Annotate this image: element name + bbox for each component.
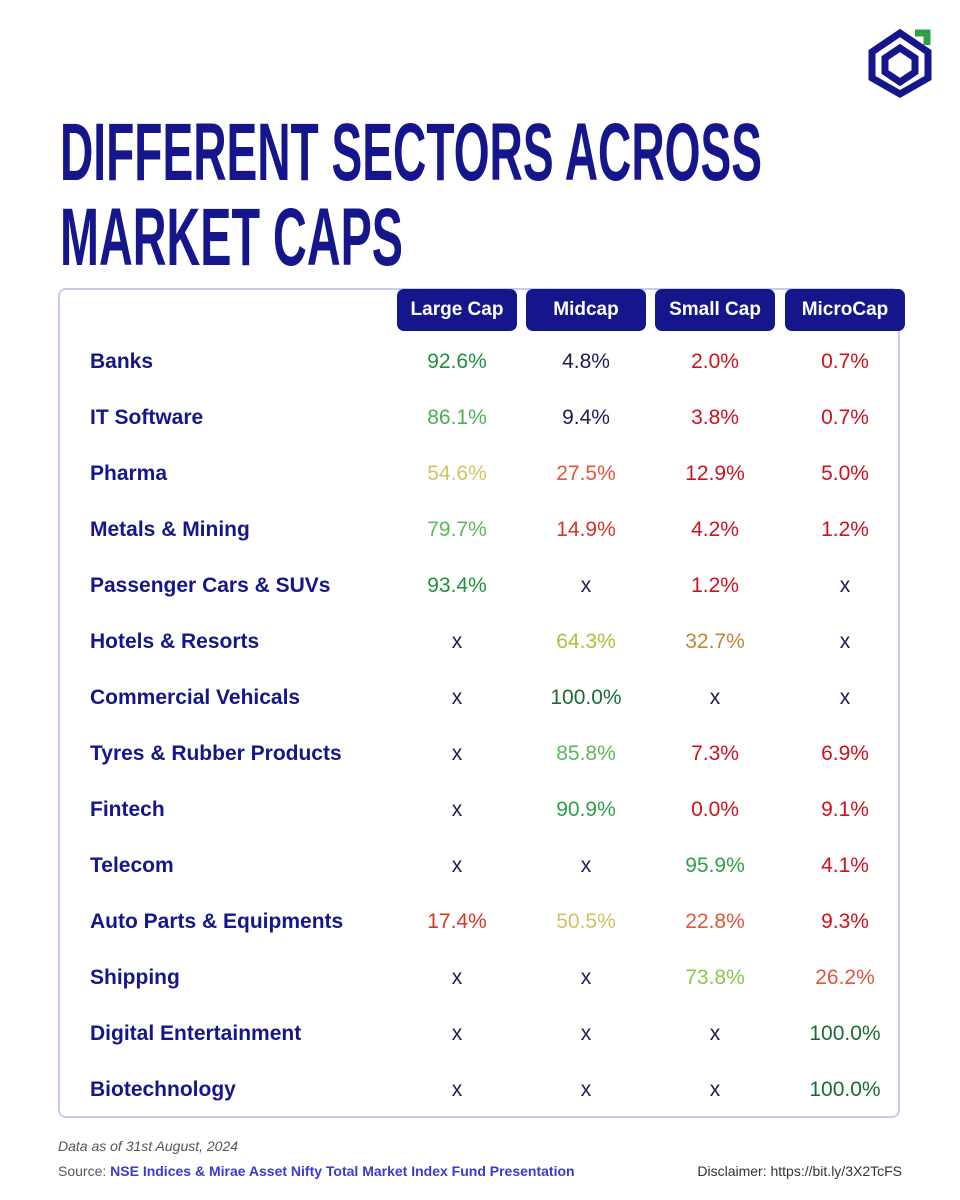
cell: 9.4% [562, 406, 610, 429]
row-label: Hotels & Resorts [90, 630, 260, 653]
cell: 90.9% [556, 798, 616, 821]
cell: 64.3% [556, 630, 616, 653]
cell: 85.8% [556, 742, 616, 765]
cell: x [451, 854, 463, 877]
row-label: Passenger Cars & SUVs [90, 574, 331, 597]
cell: 86.1% [427, 406, 487, 429]
column-header: Large Cap [397, 289, 517, 331]
cell: 0.0% [691, 798, 739, 821]
cell: 12.9% [685, 462, 745, 485]
row-label: Digital Entertainment [90, 1022, 302, 1045]
cell: 26.2% [815, 966, 875, 989]
cell: x [839, 574, 851, 597]
cell: 14.9% [556, 518, 616, 541]
cell: x [580, 854, 592, 877]
cell: x [580, 1022, 592, 1045]
cell: 95.9% [685, 854, 745, 877]
cell: 0.7% [821, 406, 869, 429]
cell: x [709, 1078, 721, 1101]
cell: 79.7% [427, 518, 487, 541]
row-label: Shipping [90, 966, 180, 989]
cell: x [451, 966, 463, 989]
cell: 100.0% [809, 1078, 881, 1101]
cell: 100.0% [550, 686, 622, 709]
cell: 73.8% [685, 966, 745, 989]
note: Data as of 31st August, 2024 [58, 1138, 239, 1154]
title-line: MARKET CAPS [60, 192, 403, 280]
cell: x [580, 966, 592, 989]
cell: x [451, 686, 463, 709]
row-label: Commercial Vehicals [90, 686, 301, 709]
cell: x [709, 686, 721, 709]
column-header: MicroCap [785, 289, 905, 331]
cell: 9.3% [821, 910, 869, 933]
cell: 6.9% [821, 742, 869, 765]
cell: 0.7% [821, 350, 869, 373]
cell: 22.8% [685, 910, 745, 933]
cell: x [839, 686, 851, 709]
cell: 54.6% [427, 462, 487, 485]
cell: 2.0% [691, 350, 739, 373]
cell: 1.2% [691, 574, 739, 597]
cell: 5.0% [821, 462, 869, 485]
cell: 4.8% [562, 350, 610, 373]
source-label: Source: [58, 1163, 107, 1179]
cell: 32.7% [685, 630, 745, 653]
disclaimer[interactable]: Disclaimer: https://bit.ly/3X2TcFS [697, 1163, 902, 1179]
row-label: Telecom [90, 854, 174, 877]
cell: x [580, 574, 592, 597]
row-label: Biotechnology [90, 1078, 236, 1101]
cell: 93.4% [427, 574, 487, 597]
row-label: Auto Parts & Equipments [90, 910, 344, 933]
row-label: Banks [90, 350, 154, 373]
header: DIFFERENT SECTORS ACROSS MARKET CAPS [60, 28, 932, 280]
row-label: Fintech [90, 798, 165, 821]
cell: 3.8% [691, 406, 739, 429]
cell: x [451, 630, 463, 653]
cell: 17.4% [427, 910, 487, 933]
cell: 4.2% [691, 518, 739, 541]
cell: 50.5% [556, 910, 616, 933]
column-header: Midcap [526, 289, 646, 331]
cell: x [709, 1022, 721, 1045]
title-line: DIFFERENT SECTORS ACROSS [60, 107, 762, 198]
cell: x [451, 798, 463, 821]
cell: 4.1% [821, 854, 869, 877]
row-label: Tyres & Rubber Products [90, 742, 342, 765]
source-link[interactable]: NSE Indices & Mirae Asset Nifty Total Ma… [110, 1163, 575, 1179]
cell: 9.1% [821, 798, 869, 821]
cell: 1.2% [821, 518, 869, 541]
cell: x [580, 1078, 592, 1101]
cell: 7.3% [691, 742, 739, 765]
logo [868, 28, 932, 99]
source: Source: NSE Indices & Mirae Asset Nifty … [58, 1163, 575, 1179]
cell: x [451, 1022, 463, 1045]
cell: 92.6% [427, 350, 487, 373]
row-label: Metals & Mining [90, 518, 250, 541]
cell: 27.5% [556, 462, 616, 485]
cell: 100.0% [809, 1022, 881, 1045]
row-label: IT Software [90, 406, 204, 429]
cell: x [839, 630, 851, 653]
cell: x [451, 742, 463, 765]
cell: x [451, 1078, 463, 1101]
row-label: Pharma [90, 462, 168, 485]
column-header: Small Cap [655, 289, 775, 331]
